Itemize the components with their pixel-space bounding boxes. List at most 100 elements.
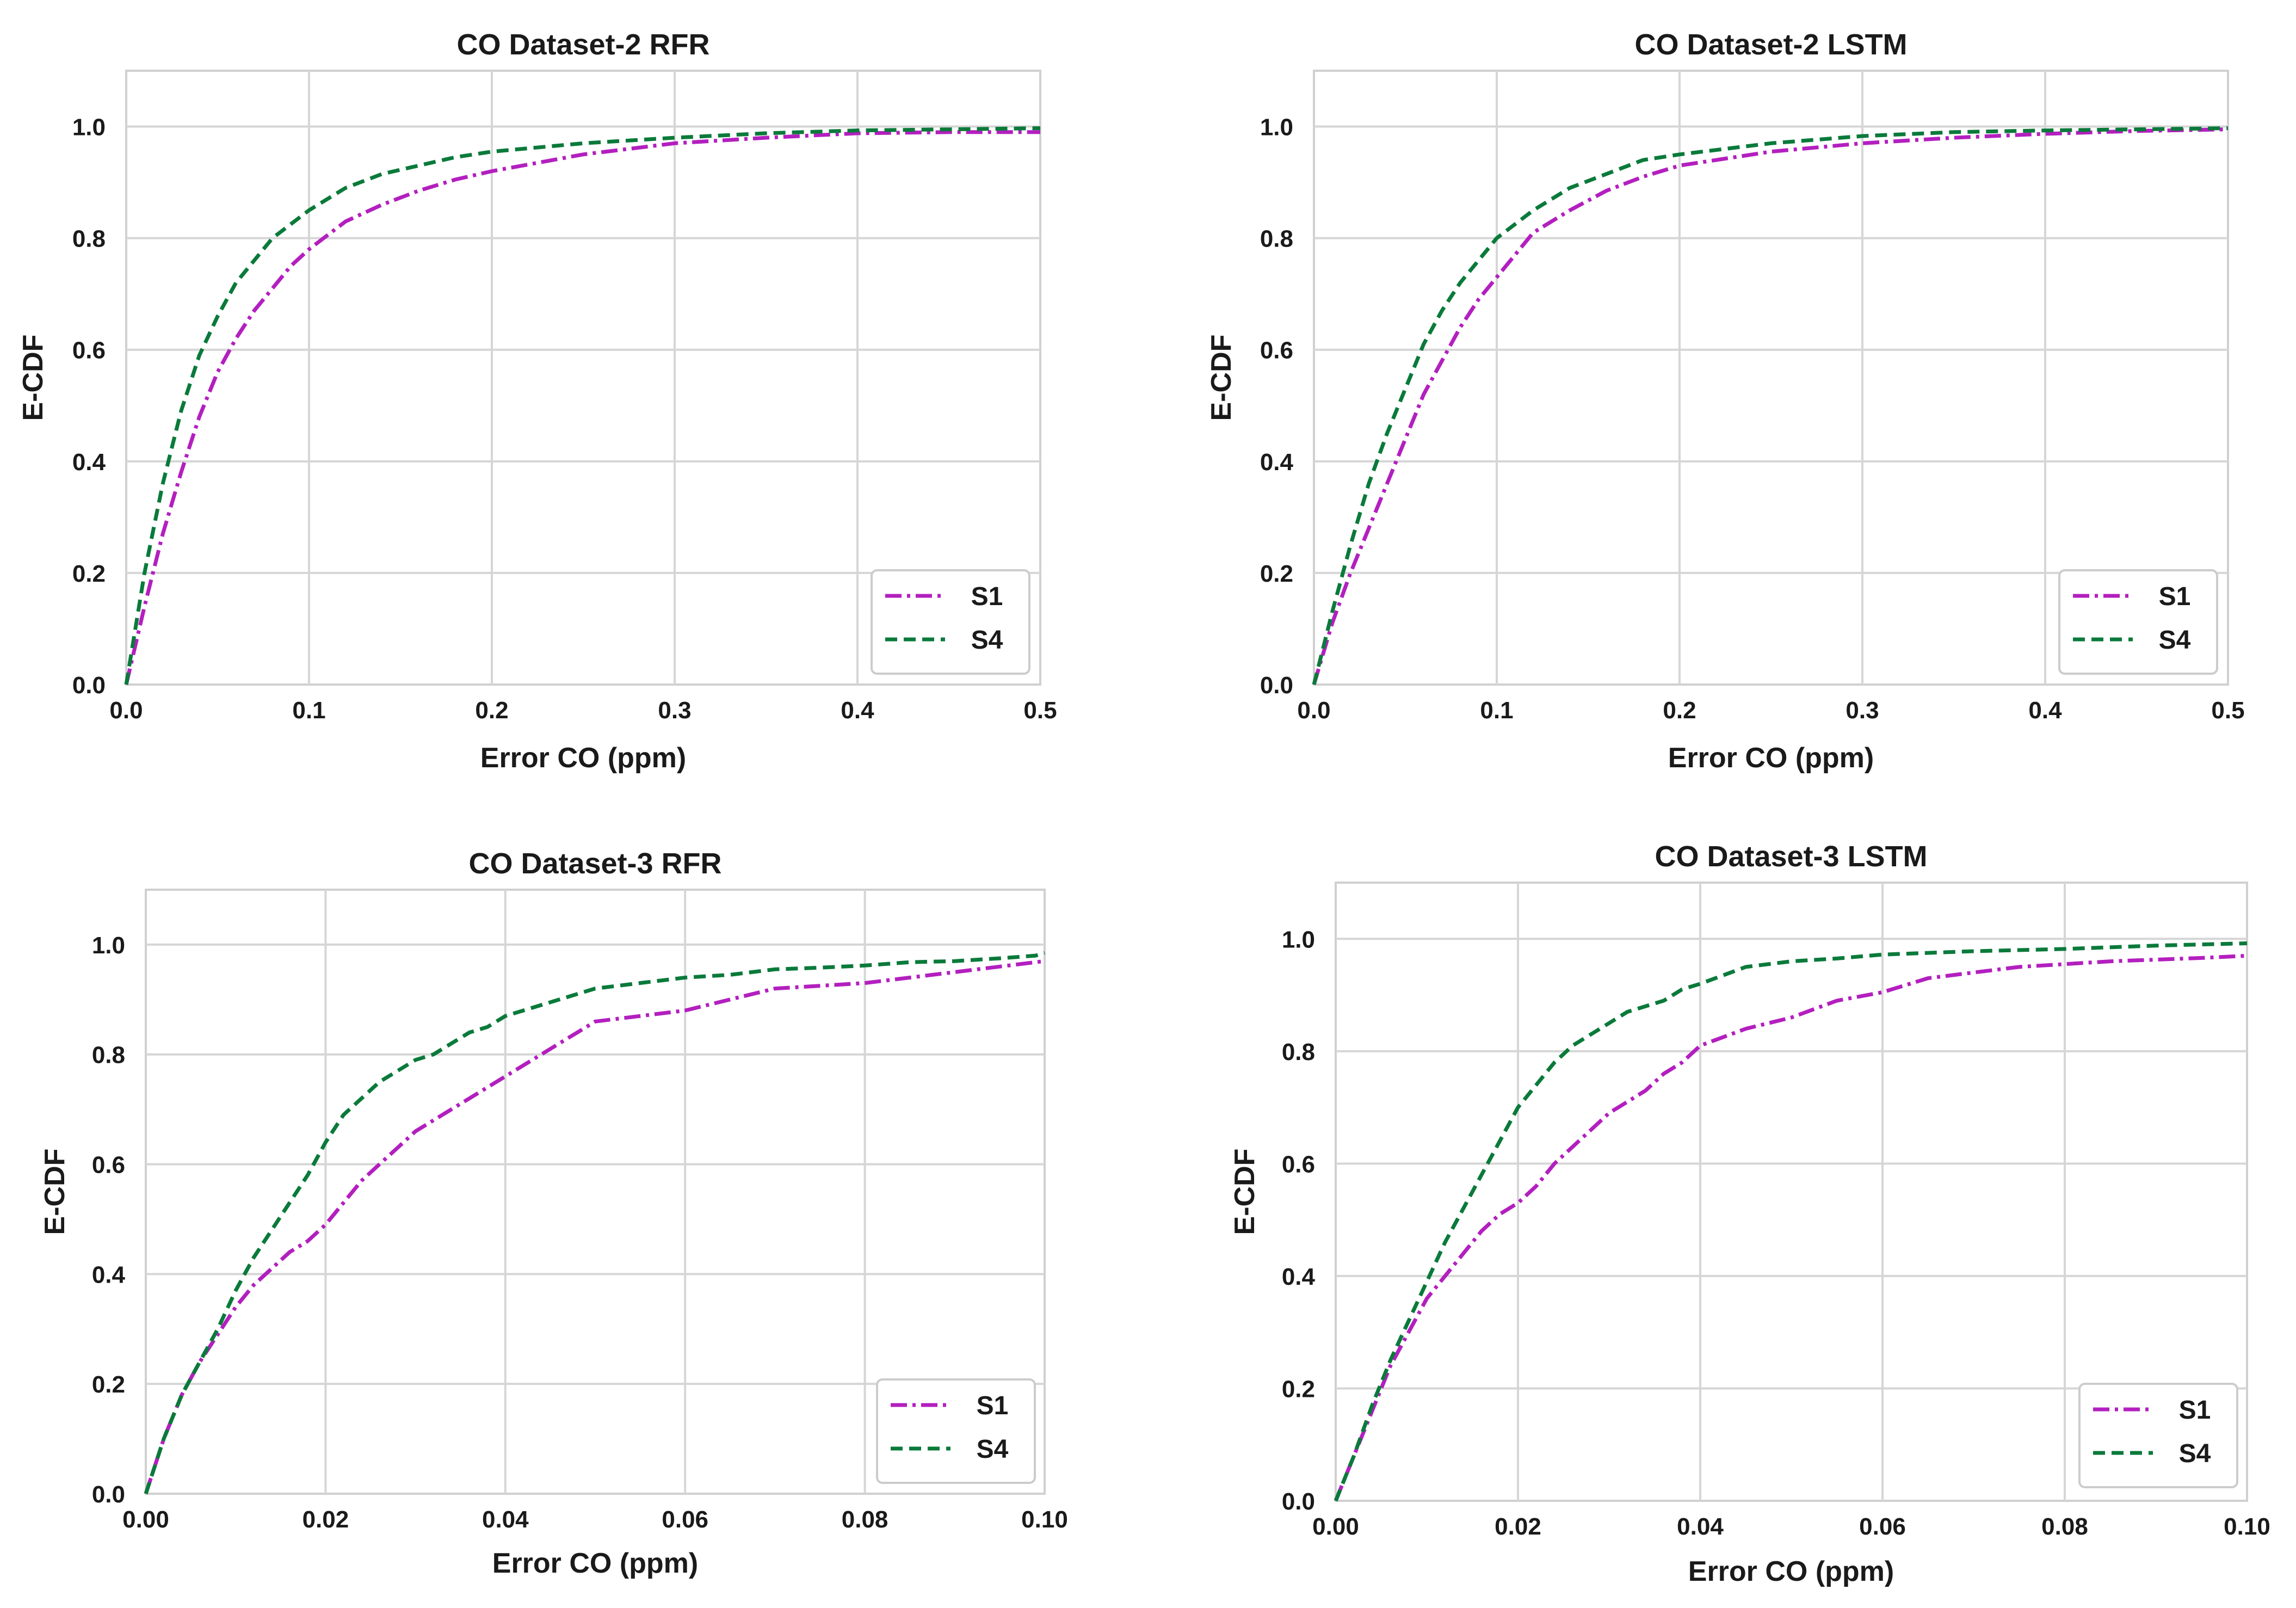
x-tick-label: 0.3 bbox=[1846, 697, 1879, 724]
y-tick-label: 0.0 bbox=[92, 1481, 125, 1508]
y-tick-labels: 0.0 0.2 0.4 0.6 0.8 1.0 bbox=[92, 932, 126, 1508]
legend-box bbox=[876, 1378, 1036, 1484]
legend-label-s1: S1 bbox=[971, 582, 1003, 611]
series-line-s1 bbox=[124, 130, 1040, 685]
y-tick-labels: 0.0 0.2 0.4 0.6 0.8 1.0 bbox=[1260, 114, 1294, 699]
y-tick-label: 0.8 bbox=[92, 1042, 125, 1069]
series-group bbox=[124, 126, 1041, 685]
x-tick-label: 0.02 bbox=[303, 1506, 349, 1533]
y-tick-label: 1.0 bbox=[72, 114, 106, 141]
chart-title: CO Dataset-3 RFR bbox=[468, 847, 721, 880]
y-tick-label: 0.6 bbox=[1260, 337, 1293, 364]
y-tick-label: 1.0 bbox=[92, 932, 125, 959]
y-tick-label: 0.0 bbox=[1260, 672, 1293, 699]
y-tick-label: 1.0 bbox=[1282, 926, 1315, 953]
x-tick-label: 0.2 bbox=[475, 697, 508, 724]
x-tick-label: 0.1 bbox=[1480, 697, 1513, 724]
series-line-s4 bbox=[144, 951, 1046, 1495]
x-tick-label: 0.08 bbox=[842, 1506, 888, 1533]
chart-panel-co-dataset-3-rfr: CO Dataset-3 RFR 0.00 0.02 0.04 0.06 0.08 0.1… bbox=[39, 847, 1068, 1579]
y-tick-label: 0.2 bbox=[1260, 560, 1293, 587]
series-group bbox=[144, 951, 1046, 1495]
x-tick-label: 0.4 bbox=[2028, 697, 2062, 724]
legend-label-s4: S4 bbox=[2179, 1439, 2211, 1468]
series-group bbox=[1334, 941, 2248, 1502]
y-tick-label: 0.4 bbox=[1260, 449, 1294, 476]
legend-label-s4: S4 bbox=[977, 1435, 1009, 1464]
chart-panel-co-dataset-3-lstm: CO Dataset-3 LSTM 0.00 0.02 0.04 0.06 0.08 0.… bbox=[1229, 840, 2270, 1587]
y-tick-label: 0.6 bbox=[72, 337, 106, 364]
legend-label-s4: S4 bbox=[2159, 626, 2191, 655]
grid-lines bbox=[146, 890, 1045, 1494]
legend-label-s1: S1 bbox=[2179, 1396, 2211, 1425]
x-tick-label: 0.02 bbox=[1495, 1513, 1541, 1540]
chart-title: CO Dataset-3 LSTM bbox=[1655, 840, 1927, 873]
series-line-s4 bbox=[1312, 126, 2229, 685]
x-tick-label: 0.04 bbox=[1677, 1513, 1724, 1540]
y-tick-label: 0.4 bbox=[92, 1261, 126, 1288]
legend-label-s1: S1 bbox=[977, 1391, 1009, 1420]
y-tick-label: 0.2 bbox=[1282, 1376, 1315, 1402]
x-tick-label: 0.0 bbox=[109, 697, 143, 724]
legend: S1 S4 bbox=[2058, 569, 2218, 675]
series-line-s1 bbox=[1312, 127, 2229, 685]
x-tick-label: 0.3 bbox=[658, 697, 691, 724]
y-tick-label: 0.0 bbox=[1282, 1488, 1315, 1515]
chart-title: CO Dataset-2 LSTM bbox=[1634, 28, 1907, 61]
y-tick-labels: 0.0 0.2 0.4 0.6 0.8 1.0 bbox=[1282, 926, 1316, 1515]
legend-label-s1: S1 bbox=[2159, 582, 2191, 611]
y-tick-label: 0.8 bbox=[72, 226, 106, 252]
series-line-s4 bbox=[124, 126, 1041, 685]
y-tick-label: 0.0 bbox=[72, 672, 106, 699]
y-tick-label: 0.6 bbox=[1282, 1151, 1315, 1178]
x-axis-label: Error CO (ppm) bbox=[492, 1548, 698, 1579]
x-tick-labels: 0.0 0.1 0.2 0.3 0.4 0.5 bbox=[1297, 697, 2244, 724]
y-tick-label: 0.8 bbox=[1282, 1039, 1315, 1065]
x-tick-label: 0.06 bbox=[1859, 1513, 1906, 1540]
y-tick-label: 0.8 bbox=[1260, 226, 1293, 252]
chart-panel-co-dataset-2-lstm: CO Dataset-2 LSTM 0.0 0.1 0.2 0.3 0.4 0.5 0.0… bbox=[1206, 28, 2245, 774]
chart-panel-co-dataset-2-rfr: CO Dataset-2 RFR 0.0 0.1 0.2 0.3 0.4 0.5 0.00… bbox=[17, 28, 1057, 774]
y-axis-label: E-CDF bbox=[1229, 1149, 1261, 1235]
x-tick-label: 0.5 bbox=[1023, 697, 1057, 724]
x-tick-label: 0.5 bbox=[2211, 697, 2244, 724]
x-tick-label: 0.08 bbox=[2041, 1513, 2088, 1540]
x-tick-labels: 0.0 0.1 0.2 0.3 0.4 0.5 bbox=[109, 697, 1057, 724]
y-axis-label: E-CDF bbox=[1206, 335, 1237, 421]
chart-title: CO Dataset-2 RFR bbox=[456, 28, 709, 61]
x-tick-label: 0.1 bbox=[292, 697, 325, 724]
x-tick-label: 0.10 bbox=[2224, 1513, 2270, 1540]
legend-box bbox=[871, 569, 1030, 675]
series-line-s4 bbox=[1334, 941, 2248, 1502]
x-tick-label: 0.0 bbox=[1297, 697, 1330, 724]
y-tick-label: 0.4 bbox=[1282, 1264, 1316, 1290]
legend: S1 S4 bbox=[876, 1378, 1036, 1484]
y-tick-label: 0.4 bbox=[72, 449, 106, 476]
y-tick-label: 0.2 bbox=[72, 560, 106, 587]
x-tick-label: 0.4 bbox=[841, 697, 874, 724]
legend-box bbox=[2078, 1383, 2238, 1488]
x-tick-label: 0.06 bbox=[662, 1506, 708, 1533]
x-tick-label: 0.04 bbox=[482, 1506, 529, 1533]
legend: S1 S4 bbox=[871, 569, 1030, 675]
y-axis-label: E-CDF bbox=[17, 335, 49, 421]
y-tick-label: 1.0 bbox=[1260, 114, 1293, 141]
x-tick-label: 0.2 bbox=[1663, 697, 1696, 724]
x-tick-label: 0.00 bbox=[122, 1506, 169, 1533]
x-axis-label: Error CO (ppm) bbox=[1688, 1556, 1894, 1587]
x-axis-label: Error CO (ppm) bbox=[480, 742, 686, 774]
legend-label-s4: S4 bbox=[971, 626, 1003, 655]
y-tick-label: 0.6 bbox=[92, 1152, 125, 1179]
x-tick-label: 0.10 bbox=[1021, 1506, 1068, 1533]
y-tick-labels: 0.0 0.2 0.4 0.6 0.8 1.0 bbox=[72, 114, 106, 699]
legend-box bbox=[2058, 569, 2218, 675]
legend: S1 S4 bbox=[2078, 1383, 2238, 1488]
x-tick-labels: 0.00 0.02 0.04 0.06 0.08 0.10 bbox=[122, 1506, 1068, 1533]
x-tick-label: 0.00 bbox=[1312, 1513, 1359, 1540]
series-group bbox=[1312, 126, 2229, 685]
x-tick-labels: 0.00 0.02 0.04 0.06 0.08 0.10 bbox=[1312, 1513, 2270, 1540]
series-line-s1 bbox=[144, 959, 1045, 1495]
y-axis-label: E-CDF bbox=[39, 1149, 71, 1235]
y-tick-label: 0.2 bbox=[92, 1371, 125, 1398]
